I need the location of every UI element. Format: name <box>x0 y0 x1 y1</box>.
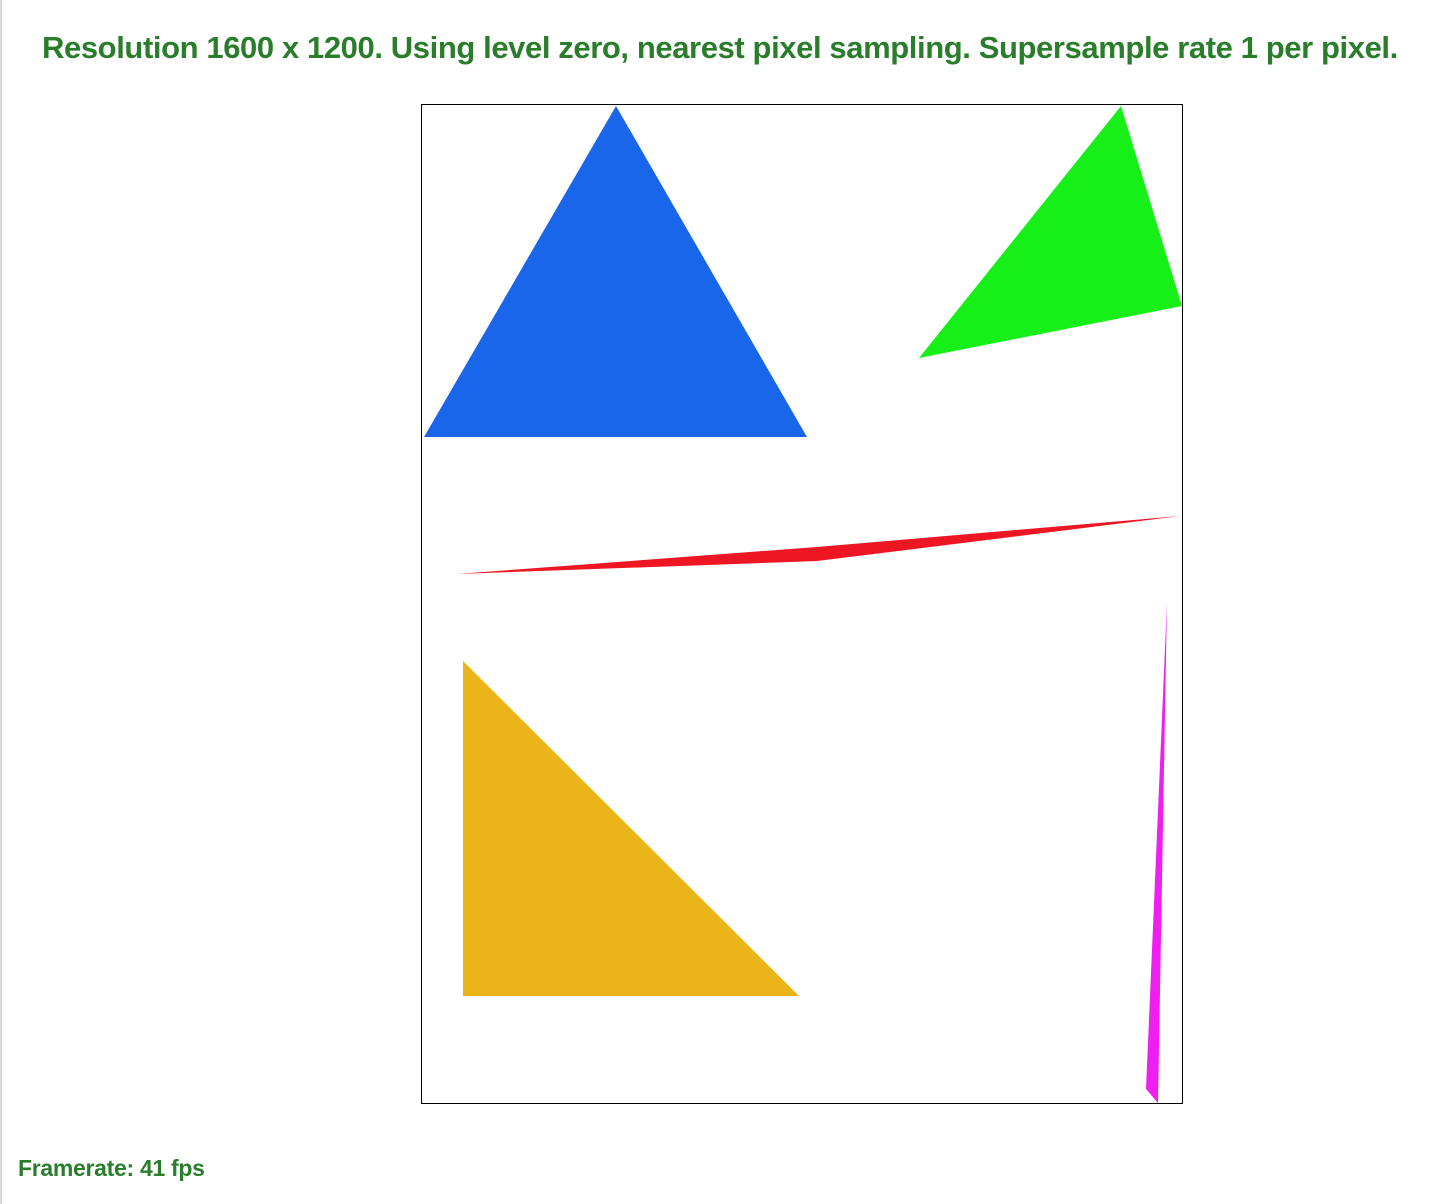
green-triangle <box>919 106 1182 358</box>
render-viewport[interactable] <box>421 104 1183 1104</box>
status-header: Resolution 1600 x 1200. Using level zero… <box>42 30 1398 65</box>
yellow-triangle <box>463 661 799 996</box>
framerate-readout: Framerate: 41 fps <box>18 1155 205 1181</box>
window-left-edge <box>0 0 2 1204</box>
blue-triangle <box>424 106 807 437</box>
magenta-triangle <box>1146 602 1167 1103</box>
red-triangle <box>457 516 1180 574</box>
rasterized-scene[interactable] <box>422 105 1182 1103</box>
